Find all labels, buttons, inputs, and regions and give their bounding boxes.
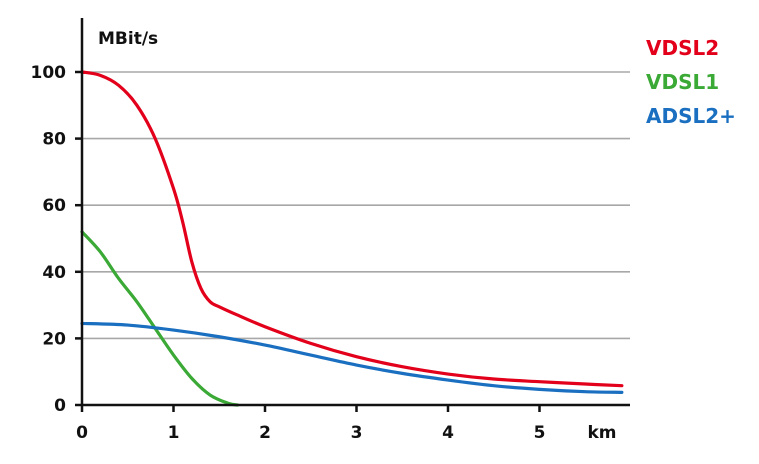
y-axis-unit-label: MBit/s: [98, 29, 158, 49]
axis-layer: MBit/s km 0 20 40 60 80 100 0 1 2 3 4 5: [31, 18, 630, 443]
x-tick-label-2: 2: [259, 423, 271, 443]
y-tick-label-60: 60: [42, 196, 66, 216]
legend-label-vdsl2: VDSL2: [646, 36, 719, 60]
x-tick-label-5: 5: [534, 423, 546, 443]
x-axis-unit-label: km: [587, 423, 616, 443]
series-line-vdsl2: [80, 70, 624, 388]
legend-label-adsl2: ADSL2+: [646, 104, 736, 128]
grid-layer: [82, 71, 630, 340]
x-tick-label-1: 1: [168, 423, 180, 443]
legend-label-vdsl1: VDSL1: [646, 70, 719, 94]
series-line-vdsl1: [80, 230, 240, 407]
series-line-adsl2: [80, 321, 624, 394]
series-layer: [80, 70, 624, 407]
y-tick-label-0: 0: [54, 396, 66, 416]
y-tick-label-20: 20: [42, 329, 66, 349]
legend: VDSL2 VDSL1 ADSL2+: [646, 36, 736, 128]
x-tick-label-4: 4: [442, 423, 454, 443]
x-tick-label-0: 0: [76, 423, 88, 443]
y-tick-label-80: 80: [42, 130, 66, 150]
y-tick-label-40: 40: [42, 263, 66, 283]
y-tick-label-100: 100: [31, 63, 67, 83]
x-tick-label-3: 3: [351, 423, 363, 443]
